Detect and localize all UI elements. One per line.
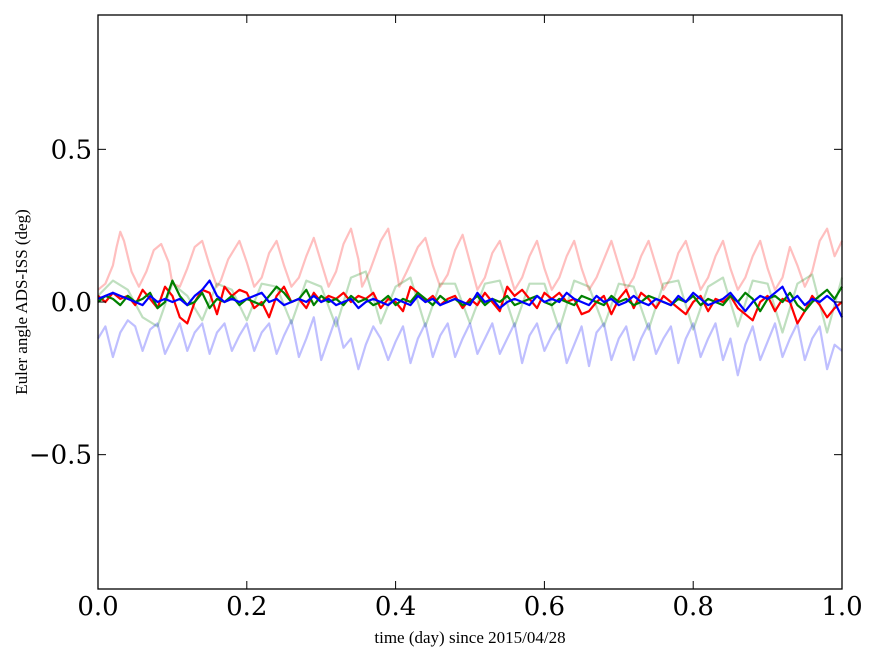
y-axis-label: Euler angle ADS-ISS (deg) <box>12 209 31 395</box>
x-tick-label: 0.0 <box>77 592 118 622</box>
x-tick-label: 1.0 <box>821 592 862 622</box>
series-line-3 <box>97 316 843 377</box>
series-line-6 <box>97 279 843 318</box>
series-line-1 <box>97 227 843 291</box>
series-layer <box>97 227 844 377</box>
x-tick-label: 0.8 <box>673 592 714 622</box>
tick-layer: 0.0 0.2 0.4 0.6 0.8 1.0 −0.5 0.0 0.5 <box>29 15 863 622</box>
x-tick-label: 0.4 <box>375 592 416 622</box>
x-tick-label: 0.2 <box>226 592 267 622</box>
x-axis-label: time (day) since 2015/04/28 <box>374 628 565 647</box>
y-tick-label: 0.5 <box>51 135 92 165</box>
y-tick-label: −0.5 <box>29 441 92 471</box>
y-tick-label: 0.0 <box>51 288 92 318</box>
x-tick-label: 0.6 <box>524 592 565 622</box>
series-line-2 <box>97 270 844 334</box>
